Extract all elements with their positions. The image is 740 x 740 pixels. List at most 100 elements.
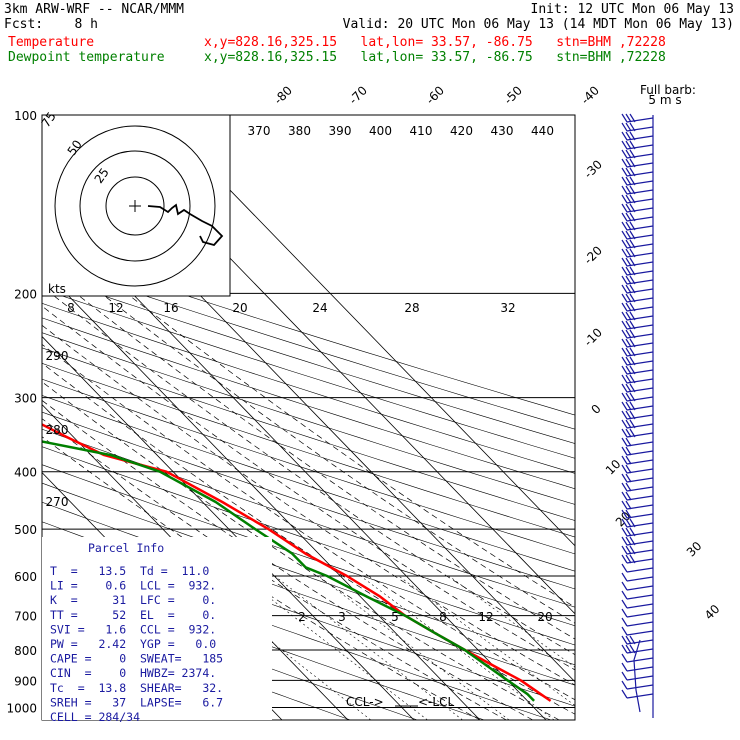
parcel-info-row: CIN = 0 HWBZ= 2374. <box>50 666 216 680</box>
dry-adiabat <box>42 288 575 459</box>
mixing-ratio-line <box>274 575 463 720</box>
moist-adiabat <box>50 293 575 656</box>
isotherm-label: 10 <box>603 457 624 478</box>
wind-barb <box>621 374 654 384</box>
isotherm-label: 0 <box>589 402 604 417</box>
wind-barb-shaft <box>626 351 654 357</box>
wind-barb-flag <box>621 410 628 420</box>
hodograph-speed-label: 8 <box>67 301 75 315</box>
wind-barb <box>621 221 654 231</box>
wind-barb-shaft <box>626 234 654 240</box>
wind-barb-shaft <box>626 162 654 168</box>
wind-barb-shaft <box>626 306 654 312</box>
wind-barb-flag <box>625 140 632 150</box>
wind-barb-shaft <box>626 585 654 591</box>
wind-barb-flag <box>625 266 632 276</box>
mixing-ratio-line <box>360 575 555 720</box>
ccl-label: CCL-> <box>346 695 384 709</box>
parcel-info-row: CAPE = 0 SWEAT= 185 <box>50 652 223 666</box>
wind-barb-shaft <box>626 612 654 618</box>
header-line2-right: Valid: 20 UTC Mon 06 May 13 (14 MDT Mon … <box>342 17 734 32</box>
mixing-ratio-label: 5 <box>391 610 399 624</box>
wind-barb-shaft <box>626 216 654 222</box>
dry-adiabat <box>42 464 575 646</box>
wind-barb <box>621 302 654 312</box>
wind-barb-flag <box>625 203 632 213</box>
wind-barb-shaft <box>626 378 654 384</box>
wind-barb-flag <box>625 374 632 384</box>
hodograph-trace <box>147 203 224 247</box>
wind-barb-shaft <box>626 603 654 609</box>
wind-barb-flag <box>629 392 636 402</box>
wind-barb-flag <box>629 365 636 375</box>
theta-label: 410 <box>410 124 433 138</box>
wind-barb-flag <box>621 167 628 177</box>
wind-barb-flag <box>625 131 632 141</box>
isotherm-label: -10 <box>581 325 605 349</box>
wind-barb-flag <box>625 113 632 123</box>
wind-barb-flag <box>625 212 632 222</box>
parcel-info-row: CELL = 284/34 <box>50 710 140 724</box>
wind-barb-flag <box>621 437 628 447</box>
wind-barb-flag <box>629 320 636 330</box>
wind-barb <box>621 590 654 600</box>
wind-barb-flag <box>625 329 632 339</box>
wind-barb <box>621 680 654 690</box>
wind-barb <box>621 194 654 204</box>
wind-barb-flag <box>625 158 632 168</box>
wind-barb <box>621 266 654 276</box>
wind-barb-flag <box>621 608 628 618</box>
wind-barb-flag <box>625 356 632 366</box>
wind-barb-flag <box>621 464 628 474</box>
wind-barb-shaft <box>626 522 654 528</box>
wind-barb <box>621 329 654 339</box>
wind-barb-flag <box>621 590 628 600</box>
wind-barb-flag <box>625 446 632 456</box>
wind-barb <box>621 689 654 699</box>
mixing-ratio-label: 20 <box>537 610 552 624</box>
wind-barb-shaft <box>626 243 654 249</box>
wind-barb-flag <box>621 563 628 573</box>
wind-barb <box>621 545 654 555</box>
wind-barb <box>621 617 654 627</box>
wind-barb-flag <box>621 455 628 465</box>
wind-barb-shaft <box>626 567 654 573</box>
wind-barb-flag <box>625 410 632 420</box>
wind-barb-shaft <box>626 369 654 375</box>
wind-barb <box>621 185 654 195</box>
theta-label: 400 <box>369 124 392 138</box>
wind-barb <box>621 581 654 591</box>
pressure-tick-label: 200 <box>14 287 37 301</box>
wind-barb-flag <box>621 293 628 303</box>
wind-barb <box>621 257 654 267</box>
wind-barb <box>621 383 654 393</box>
wind-barb <box>621 671 654 681</box>
wind-barb-shaft <box>626 387 654 393</box>
mixing-ratio-label: 12 <box>478 610 493 624</box>
wind-barb-flag <box>621 302 628 312</box>
dry-adiabat <box>42 332 575 505</box>
wind-barb-flag <box>629 284 636 294</box>
wind-barb-flag <box>621 617 628 627</box>
isotherm-label: -40 <box>578 83 602 107</box>
wind-barb-shaft <box>626 630 654 636</box>
wind-barb <box>621 527 654 537</box>
wind-barb-flag <box>621 689 628 699</box>
wind-barb <box>621 437 654 447</box>
wind-barb <box>621 626 654 636</box>
pressure-tick-label: 700 <box>14 610 37 624</box>
wind-barb-flag <box>629 203 636 213</box>
header-line2-left: Fcst: 8 h <box>4 17 98 32</box>
wind-barb-flag <box>629 554 636 564</box>
pressure-tick-label: 500 <box>14 523 37 537</box>
isotherm <box>42 267 481 720</box>
wind-barb-shaft <box>626 144 654 150</box>
wind-barb-flag <box>629 221 636 231</box>
hodograph-speed-label: 28 <box>404 301 419 315</box>
wind-barb <box>621 230 654 240</box>
wind-barb-flag <box>629 302 636 312</box>
wind-barb <box>621 473 654 483</box>
isotherm <box>42 335 415 720</box>
wind-barb-shaft <box>626 477 654 483</box>
wind-barb-shaft <box>626 549 654 555</box>
